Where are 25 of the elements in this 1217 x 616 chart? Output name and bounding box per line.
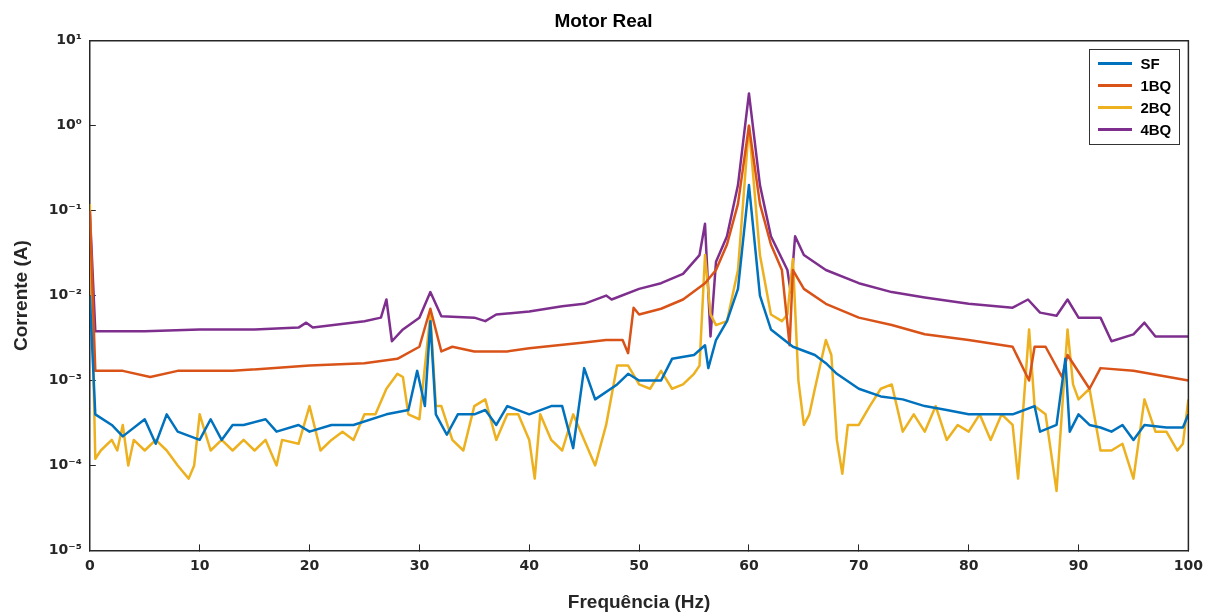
x-tick-label: 0 — [84, 557, 95, 574]
y-axis-title: Corrente (A) — [9, 240, 31, 352]
x-tick-label: 50 — [629, 557, 650, 574]
legend-label: 1BQ — [1140, 77, 1172, 95]
legend-label: SF — [1140, 55, 1160, 73]
x-tick-label: 90 — [1068, 557, 1089, 574]
x-tick-label: 100 — [1173, 557, 1204, 574]
x-tick-label: 70 — [849, 557, 869, 574]
y-tick-label: 10⁻⁴ — [48, 456, 82, 473]
x-tick-label: 30 — [409, 557, 430, 574]
y-tick-label: 10⁻² — [48, 286, 82, 303]
y-tick-label: 10⁻¹ — [48, 201, 82, 218]
x-tick-label: 10 — [189, 557, 210, 574]
y-tick-label: 10⁻³ — [48, 371, 82, 388]
legend-label: 4BQ — [1140, 121, 1172, 139]
x-axis-title: Frequência (Hz) — [567, 590, 711, 612]
x-tick-label: 80 — [958, 557, 979, 574]
y-tick-label: 10¹ — [56, 31, 82, 48]
chart-title: Motor Real — [554, 9, 653, 31]
x-tick-label: 40 — [519, 557, 540, 574]
y-tick-label: 10⁰ — [56, 116, 82, 133]
y-tick-label: 10⁻⁵ — [48, 541, 82, 558]
x-tick-label: 60 — [739, 557, 759, 574]
legend-label: 2BQ — [1140, 99, 1172, 117]
x-tick-label: 20 — [299, 557, 320, 574]
